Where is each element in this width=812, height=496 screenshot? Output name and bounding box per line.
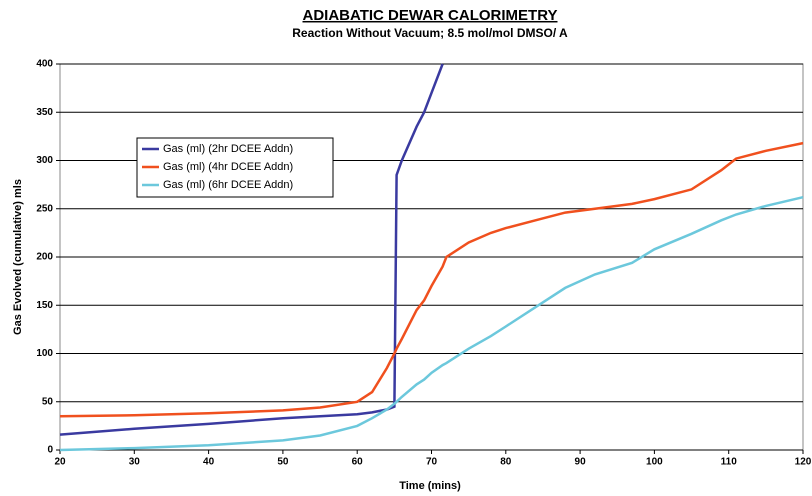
series-line — [59, 195, 804, 452]
y-tick-label: 100 — [36, 348, 53, 359]
x-tick-label: 30 — [129, 457, 141, 468]
chart-title: ADIABATIC DEWAR CALORIMETRY — [303, 7, 558, 24]
series-line — [59, 63, 444, 436]
chart-subtitle: Reaction Without Vacuum; 8.5 mol/mol DMS… — [292, 26, 568, 40]
y-tick-label: 0 — [47, 445, 53, 456]
y-tick-label: 250 — [36, 203, 53, 214]
legend-label: Gas (ml) (4hr DCEE Addn) — [163, 161, 293, 173]
y-tick-label: 300 — [36, 155, 53, 166]
x-tick-label: 110 — [721, 457, 738, 468]
y-tick-label: 400 — [36, 59, 53, 70]
x-tick-label: 50 — [277, 457, 289, 468]
x-tick-label: 80 — [500, 457, 512, 468]
y-tick-label: 350 — [36, 107, 53, 118]
y-tick-label: 150 — [36, 300, 53, 311]
x-tick-label: 120 — [795, 457, 812, 468]
legend-box — [136, 137, 334, 198]
y-axis-label: Gas Evolved (cumulative) mls — [12, 179, 24, 335]
x-tick-label: 70 — [426, 457, 438, 468]
x-tick-label: 90 — [575, 457, 587, 468]
x-axis-label: Time (mins) — [399, 480, 461, 492]
x-tick-label: 40 — [203, 457, 215, 468]
x-tick-label: 20 — [54, 457, 66, 468]
legend-label: Gas (ml) (6hr DCEE Addn) — [163, 179, 293, 191]
legend-label: Gas (ml) (2hr DCEE Addn) — [163, 143, 293, 155]
y-tick-label: 200 — [36, 252, 53, 263]
x-tick-label: 60 — [352, 457, 364, 468]
series-line — [59, 141, 804, 418]
x-tick-label: 100 — [646, 457, 663, 468]
y-tick-label: 50 — [42, 396, 54, 407]
